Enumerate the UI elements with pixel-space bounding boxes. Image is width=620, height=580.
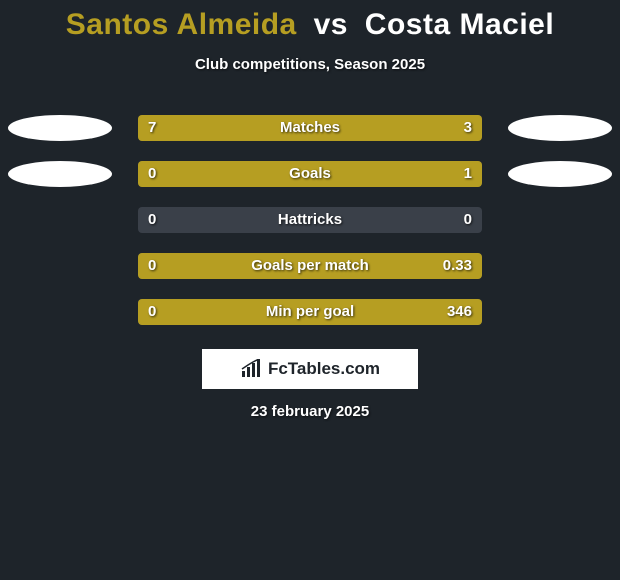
stat-row: 0 Goals 1 (0, 161, 620, 187)
stat-value-left: 0 (138, 207, 166, 233)
player2-badge (508, 161, 612, 187)
stat-value-right: 0 (454, 207, 482, 233)
stat-row: 0 Hattricks 0 (0, 207, 620, 233)
stat-value-right: 346 (437, 299, 482, 325)
stat-value-left: 0 (138, 299, 166, 325)
date-text: 23 february 2025 (0, 403, 620, 420)
stat-value-left: 7 (138, 115, 166, 141)
bar-fill-right (138, 161, 482, 187)
stat-bar: 0 Goals 1 (138, 161, 482, 187)
comparison-widget: Santos Almeida vs Costa Maciel Club comp… (0, 0, 620, 580)
stat-value-left: 0 (138, 161, 166, 187)
bar-fill-right (138, 299, 482, 325)
bar-fill-right (138, 253, 482, 279)
player2-badge (508, 115, 612, 141)
stat-bar: 0 Min per goal 346 (138, 299, 482, 325)
stat-bar: 0 Hattricks 0 (138, 207, 482, 233)
stat-value-right: 3 (454, 115, 482, 141)
stat-bar: 0 Goals per match 0.33 (138, 253, 482, 279)
player1-badge (8, 161, 112, 187)
player1-badge (8, 115, 112, 141)
stat-value-left: 0 (138, 253, 166, 279)
stat-value-right: 1 (454, 161, 482, 187)
stat-row: 7 Matches 3 (0, 115, 620, 141)
stat-row: 0 Min per goal 346 (0, 299, 620, 325)
bar-fill-left (138, 115, 379, 141)
subtitle: Club competitions, Season 2025 (0, 56, 620, 73)
player2-name: Costa Maciel (365, 8, 554, 41)
stat-bar: 7 Matches 3 (138, 115, 482, 141)
player1-name: Santos Almeida (66, 8, 297, 41)
vs-text: vs (314, 8, 348, 41)
page-title: Santos Almeida vs Costa Maciel (0, 0, 620, 42)
stat-label: Hattricks (138, 207, 482, 233)
stat-value-right: 0.33 (433, 253, 482, 279)
stat-row: 0 Goals per match 0.33 (0, 253, 620, 279)
bar-chart-icon (240, 359, 264, 379)
brand-logo[interactable]: FcTables.com (202, 349, 418, 389)
brand-text: FcTables.com (268, 359, 380, 379)
stats-container: 7 Matches 3 0 Goals 1 0 Hattri (0, 115, 620, 325)
